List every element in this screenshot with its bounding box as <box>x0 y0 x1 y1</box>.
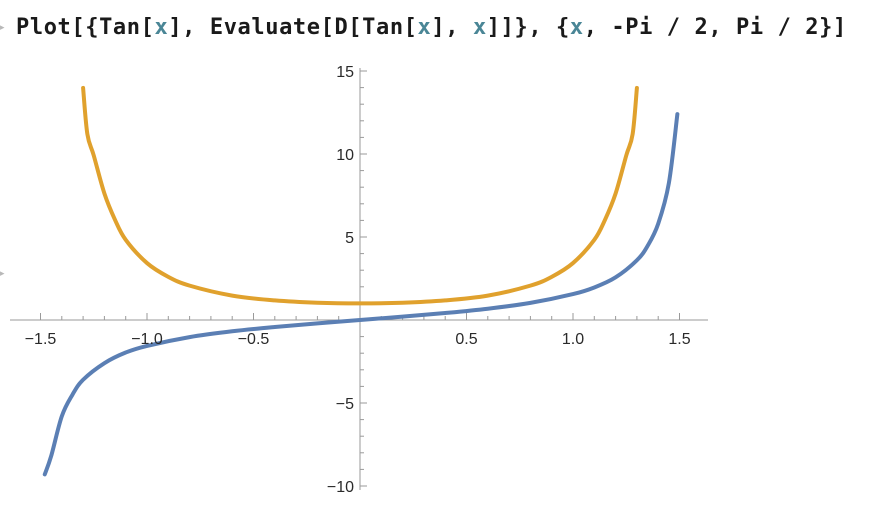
y-tick-label: 5 <box>345 230 354 247</box>
input-line[interactable]: ▸ Plot[{Tan[x], Evaluate[D[Tan[x], x]]},… <box>0 10 880 46</box>
y-tick-label: −5 <box>336 396 354 413</box>
series-line-tan <box>42 112 680 477</box>
y-tick-label: −10 <box>327 479 354 496</box>
y-tick-label: 10 <box>336 147 354 164</box>
series-line-derivative <box>81 85 639 306</box>
cell-bracket-marker[interactable]: ▸ <box>0 23 5 33</box>
plot-series-layer <box>42 85 680 477</box>
code-token: ]]}, { <box>486 15 570 40</box>
code-token: Plot[{Tan[ <box>16 15 155 40</box>
x-tick-label: −1.5 <box>25 331 57 348</box>
x-tick-label: 0.5 <box>455 331 477 348</box>
code-variable-token: x <box>417 15 432 40</box>
x-tick-label: −0.5 <box>238 331 270 348</box>
x-tick-label: 1.5 <box>668 331 690 348</box>
code-token: , -Pi / 2, Pi / 2}] <box>583 15 847 40</box>
output-bracket-marker[interactable]: ▸ <box>0 269 5 279</box>
code-variable-token: x <box>472 15 487 40</box>
code-variable-token: x <box>569 15 584 40</box>
code-token: ], Evaluate[D[Tan[ <box>168 15 418 40</box>
x-tick-label: −1.0 <box>131 331 163 348</box>
code-variable-token: x <box>154 15 169 40</box>
plot-tick-labels: −1.5 −1.0 −0.5 0.5 1.0 1.5 −10 −5 5 10 15 <box>25 64 691 496</box>
input-code[interactable]: Plot[{Tan[x], Evaluate[D[Tan[x], x]]}, {… <box>16 10 847 46</box>
y-tick-label: 15 <box>336 64 354 81</box>
plot-axes <box>10 68 708 490</box>
x-tick-label: 1.0 <box>562 331 584 348</box>
code-token: ], <box>431 15 473 40</box>
